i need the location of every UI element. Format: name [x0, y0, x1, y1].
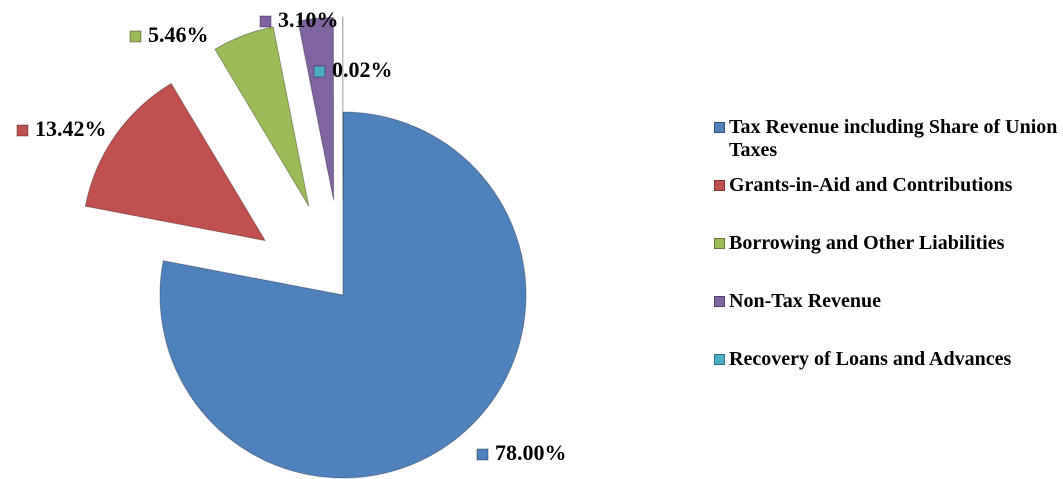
label-marker — [129, 30, 142, 43]
label-marker — [16, 124, 29, 137]
label-marker — [313, 65, 326, 78]
legend-swatch — [714, 122, 725, 133]
legend-label: Tax Revenue including Share of Union Tax… — [729, 116, 1058, 161]
legend-swatch — [714, 180, 725, 191]
legend-item: Borrowing and Other Liabilities — [714, 232, 1063, 290]
pie-slice — [297, 16, 335, 201]
label-marker — [476, 448, 489, 461]
legend-label: Grants-in-Aid and Contributions — [729, 174, 1013, 196]
legend: Tax Revenue including Share of Union Tax… — [714, 116, 1063, 406]
data-label: 13.42% — [35, 116, 107, 141]
legend-swatch — [714, 354, 725, 365]
legend-label: Non-Tax Revenue — [729, 290, 882, 312]
pie-slice — [159, 111, 527, 479]
legend-swatch — [714, 296, 725, 307]
legend-label: Borrowing and Other Liabilities — [729, 232, 1005, 254]
label-marker — [259, 15, 272, 28]
data-label: 78.00% — [495, 440, 567, 465]
data-label: 0.02% — [332, 57, 393, 82]
legend-item: Non-Tax Revenue — [714, 290, 1063, 348]
legend-item: Grants-in-Aid and Contributions — [714, 174, 1063, 232]
data-label: 3.10% — [278, 7, 339, 32]
legend-label: Recovery of Loans and Advances — [729, 348, 1012, 370]
pie-slice — [84, 82, 267, 242]
pie-slice — [214, 26, 310, 207]
chart: 78.00% 13.42% 5.46% 3.10% 0.02% — [16, 7, 567, 479]
legend-item: Recovery of Loans and Advances — [714, 348, 1063, 406]
legend-item: Tax Revenue including Share of Union Tax… — [714, 116, 1063, 174]
data-label: 5.46% — [148, 22, 209, 47]
legend-swatch — [714, 238, 725, 249]
